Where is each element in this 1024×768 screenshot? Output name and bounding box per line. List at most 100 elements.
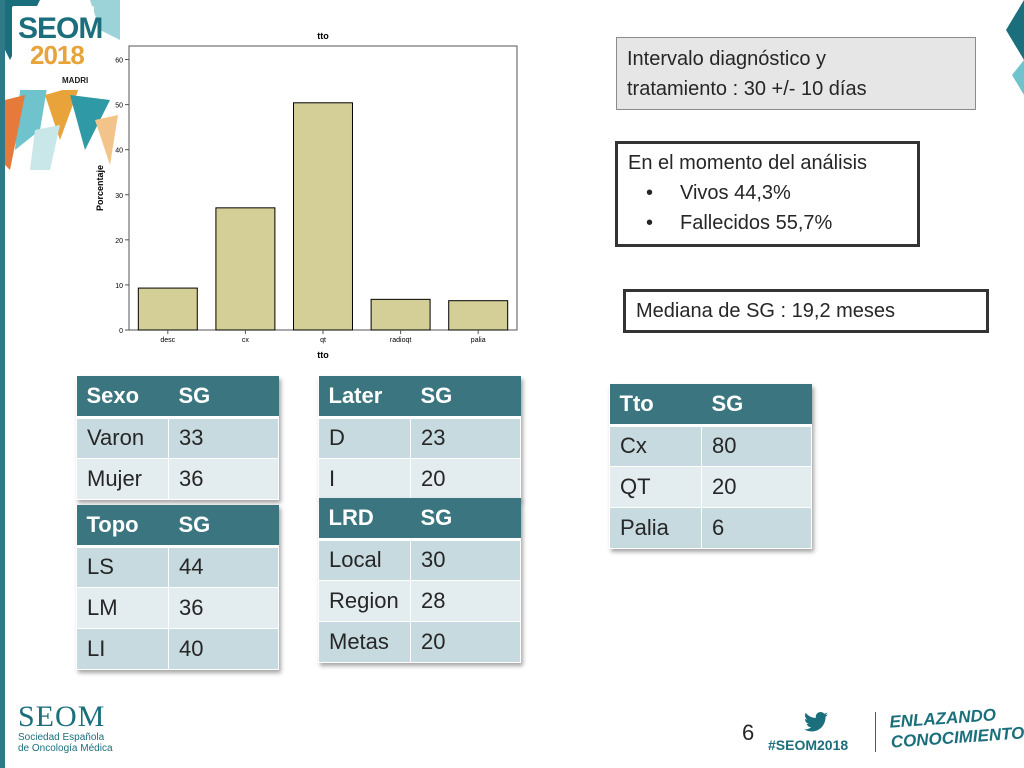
table-cell: 20 bbox=[410, 457, 521, 500]
bar bbox=[370, 298, 431, 331]
table-cell: 40 bbox=[168, 627, 279, 670]
seom-2018-logo: SEOM 2018 MADRI bbox=[12, 6, 103, 90]
status-list: Vivos 44,3% Fallecidos 55,7% bbox=[628, 178, 907, 238]
table-row: LM 36 bbox=[76, 586, 279, 629]
y-tick-label: 60 bbox=[115, 58, 123, 65]
twitter-icon bbox=[804, 712, 828, 732]
table-row: Metas 20 bbox=[318, 620, 521, 663]
table-cell: Varon bbox=[76, 416, 169, 459]
y-tick-label: 0 bbox=[119, 328, 123, 335]
table-cell: QT bbox=[609, 465, 702, 508]
table-cell: 6 bbox=[701, 506, 812, 549]
table-row: LS 44 bbox=[76, 545, 279, 588]
y-axis-label: Porcentaje bbox=[95, 165, 105, 211]
table-cell: 36 bbox=[168, 586, 279, 629]
table-header: Topo SG bbox=[76, 505, 279, 548]
bar bbox=[293, 102, 353, 331]
table-row: Mujer 36 bbox=[76, 457, 279, 500]
header-cell: SG bbox=[701, 384, 812, 427]
table-cell: Cx bbox=[609, 424, 702, 467]
header-cell: Later bbox=[318, 376, 411, 419]
bar bbox=[215, 207, 276, 331]
table-cell: LI bbox=[76, 627, 169, 670]
table-cell: I bbox=[318, 457, 411, 500]
footer-society: Sociedad Española de Oncología Médica bbox=[18, 732, 113, 754]
page-number: 6 bbox=[742, 720, 755, 745]
table-cell: Local bbox=[318, 538, 411, 581]
corner-decoration bbox=[0, 0, 120, 170]
table-cell: 33 bbox=[168, 416, 279, 459]
table-row: LI 40 bbox=[76, 627, 279, 670]
x-tick-label: desc bbox=[160, 337, 175, 344]
slogan: ENLAZANDO CONOCIMIENTO bbox=[889, 703, 1024, 752]
table-cell: 28 bbox=[410, 579, 521, 622]
median-box: Mediana de SG : 19,2 meses bbox=[623, 289, 989, 333]
interval-box: Intervalo diagnóstico y tratamiento : 30… bbox=[616, 37, 976, 110]
interval-line-2: tratamiento : 30 +/- 10 días bbox=[627, 78, 867, 100]
table-row: I 20 bbox=[318, 457, 521, 500]
header-cell: SG bbox=[410, 376, 521, 419]
y-tick-label: 30 bbox=[115, 193, 123, 200]
table-cell: 44 bbox=[168, 545, 279, 588]
status-item-alive: Vivos 44,3% bbox=[646, 178, 907, 208]
header-cell: SG bbox=[410, 498, 521, 541]
table-cell: 80 bbox=[701, 424, 812, 467]
x-tick-label: qt bbox=[320, 337, 326, 344]
header-cell: SG bbox=[168, 376, 279, 419]
header-cell: Topo bbox=[76, 505, 169, 548]
x-axis-label: tto bbox=[317, 350, 329, 360]
table-cell: Mujer bbox=[76, 457, 169, 500]
table-row: Cx 80 bbox=[609, 424, 812, 467]
header-cell: SG bbox=[168, 505, 279, 548]
x-tick-label: cx bbox=[242, 337, 250, 344]
table-tto: Tto SG Cx 80 QT 20 Palia 6 bbox=[609, 384, 812, 549]
table-cell: 36 bbox=[168, 457, 279, 500]
table-row: D 23 bbox=[318, 416, 521, 459]
footer-society-line-2: de Oncología Médica bbox=[18, 743, 113, 754]
table-cell: D bbox=[318, 416, 411, 459]
table-sexo: Sexo SG Varon 33 Mujer 36 bbox=[76, 376, 279, 500]
table-row: Varon 33 bbox=[76, 416, 279, 459]
header-cell: Sexo bbox=[76, 376, 169, 419]
bar bbox=[137, 287, 198, 331]
table-header: Sexo SG bbox=[76, 376, 279, 419]
y-tick-label: 40 bbox=[115, 148, 123, 155]
x-tick-label: radioqt bbox=[390, 337, 411, 344]
logo-name: SEOM bbox=[18, 12, 103, 45]
table-cell: Region bbox=[318, 579, 411, 622]
footer-society-line-1: Sociedad Española bbox=[18, 732, 105, 743]
table-row: QT 20 bbox=[609, 465, 812, 508]
table-header: LRD SG bbox=[318, 498, 521, 541]
status-item-deceased: Fallecidos 55,7% bbox=[646, 208, 907, 238]
interval-line-1: Intervalo diagnóstico y bbox=[627, 48, 827, 70]
bar bbox=[448, 300, 509, 331]
y-tick-label: 10 bbox=[115, 283, 123, 290]
hashtag: #SEOM2018 bbox=[768, 737, 849, 753]
chart-title: tto bbox=[317, 31, 329, 41]
table-row: Palia 6 bbox=[609, 506, 812, 549]
status-box: En el momento del análisis Vivos 44,3% F… bbox=[615, 141, 920, 247]
logo-year: 2018 bbox=[30, 40, 85, 70]
table-row: Region 28 bbox=[318, 579, 521, 622]
left-accent-bar bbox=[0, 0, 5, 768]
y-tick-label: 20 bbox=[115, 238, 123, 245]
table-header: Tto SG bbox=[609, 384, 812, 427]
table-cell: Palia bbox=[609, 506, 702, 549]
table-cell: LS bbox=[76, 545, 169, 588]
y-tick-label: 50 bbox=[115, 103, 123, 110]
footer-logo: SEOM bbox=[18, 700, 106, 733]
table-cell: 20 bbox=[701, 465, 812, 508]
header-cell: LRD bbox=[318, 498, 411, 541]
table-cell: LM bbox=[76, 586, 169, 629]
logo-city: MADRI bbox=[62, 76, 89, 85]
corner-decoration-right bbox=[994, 0, 1024, 95]
footer-separator bbox=[875, 712, 876, 752]
table-header: Later SG bbox=[318, 376, 521, 419]
table-row: Local 30 bbox=[318, 538, 521, 581]
table-cell: 30 bbox=[410, 538, 521, 581]
median-text: Mediana de SG : 19,2 meses bbox=[636, 300, 896, 322]
table-cell: 23 bbox=[410, 416, 521, 459]
table-later: Later SG D 23 I 20 bbox=[318, 376, 521, 500]
table-lrd: LRD SG Local 30 Region 28 Metas 20 bbox=[318, 498, 521, 663]
table-topo: Topo SG LS 44 LM 36 LI 40 bbox=[76, 505, 279, 670]
